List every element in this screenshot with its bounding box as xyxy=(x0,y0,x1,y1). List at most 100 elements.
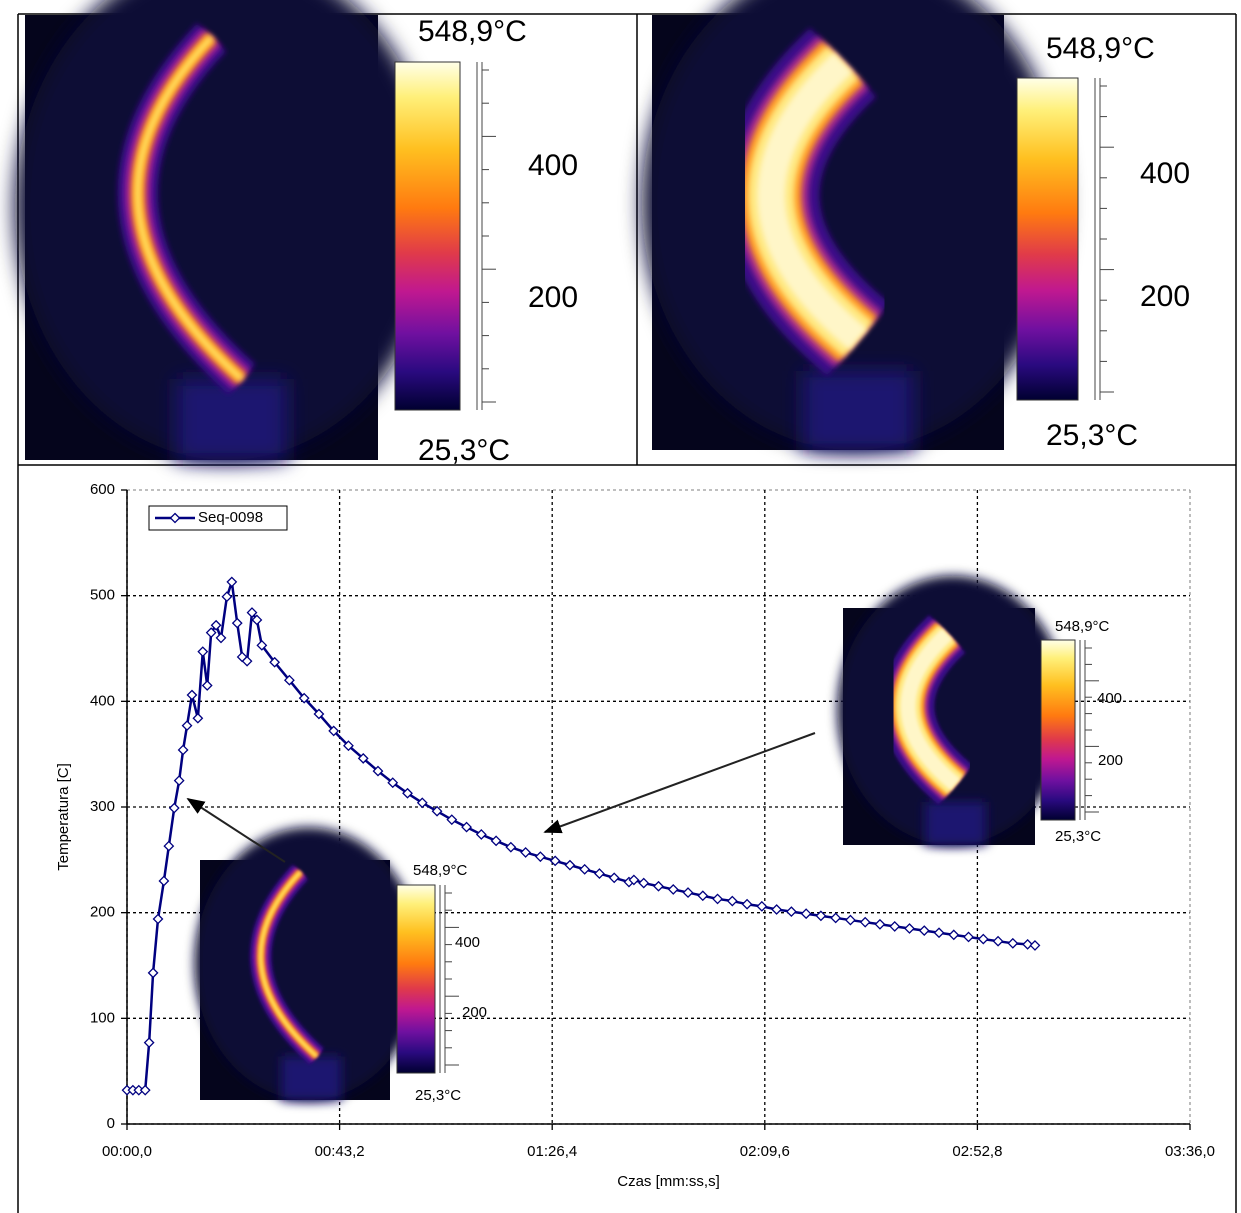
x-tick-label: 02:52,8 xyxy=(952,1143,1002,1160)
data-point xyxy=(181,720,193,732)
data-point xyxy=(210,619,222,631)
scale-label: 400 xyxy=(1140,157,1190,190)
y-tick-label: 200 xyxy=(90,904,115,921)
data-point xyxy=(579,863,591,875)
x-tick-label: 00:43,2 xyxy=(315,1143,365,1160)
y-tick-label: 0 xyxy=(107,1115,115,1132)
data-point xyxy=(1022,938,1034,950)
data-point xyxy=(251,614,263,626)
data-point xyxy=(241,655,253,667)
data-point xyxy=(667,884,679,895)
series-line xyxy=(127,580,1036,1092)
data-point xyxy=(628,874,640,886)
data-point xyxy=(963,931,974,943)
min-temperature-label: 25,3°C xyxy=(1055,828,1101,845)
x-tick-label: 01:26,4 xyxy=(527,1143,577,1160)
data-point xyxy=(1007,937,1019,949)
scale-label: 200 xyxy=(1140,280,1190,313)
max-temperature-label: 548,9°C xyxy=(418,15,527,48)
data-point xyxy=(147,967,159,979)
data-point xyxy=(490,835,502,847)
data-point xyxy=(173,775,185,787)
max-temperature-label: 548,9°C xyxy=(1046,32,1155,65)
data-point xyxy=(653,880,664,892)
y-tick-label: 600 xyxy=(90,481,115,498)
data-point xyxy=(785,906,797,918)
data-point xyxy=(186,689,198,701)
color-bar xyxy=(394,61,461,411)
data-point xyxy=(638,877,650,889)
arrows xyxy=(186,732,816,863)
thermal-image xyxy=(837,575,1068,845)
data-point xyxy=(431,805,443,817)
min-temperature-label: 25,3°C xyxy=(418,434,510,467)
data-point xyxy=(163,840,175,852)
color-bar xyxy=(1040,639,1076,821)
data-point xyxy=(158,875,170,887)
data-point xyxy=(215,632,227,644)
arrow xyxy=(543,732,816,834)
data-point xyxy=(387,777,399,789)
y-tick-label: 100 xyxy=(90,1009,115,1026)
color-bar xyxy=(1016,77,1079,401)
hot-zone xyxy=(134,34,245,382)
data-point xyxy=(226,576,238,588)
data-point xyxy=(402,787,413,799)
data-point xyxy=(682,887,694,899)
legend-marker xyxy=(169,512,181,524)
data-point xyxy=(889,920,901,932)
data-point xyxy=(948,929,960,941)
wheel-shadow xyxy=(194,827,423,1100)
data-point xyxy=(343,740,354,752)
inset-images: 548,9°C 400 200 25,3°C 548,9°C 400 200 25,3°C xyxy=(194,575,1123,1104)
x-tick-label: 00:00,0 xyxy=(102,1143,152,1160)
data-point xyxy=(446,814,458,826)
data-point xyxy=(168,802,180,814)
scale-label: 200 xyxy=(462,1004,487,1021)
data-point xyxy=(520,847,532,858)
data-point xyxy=(461,821,472,833)
data-point xyxy=(859,916,871,928)
data-point xyxy=(205,627,217,639)
data-point xyxy=(197,646,209,658)
data-point xyxy=(505,841,517,853)
data-point xyxy=(269,656,281,668)
data-point xyxy=(741,898,753,910)
scale-label: 200 xyxy=(528,281,578,314)
data-point xyxy=(201,680,213,691)
x-axis-title: Czas [mm:ss,s] xyxy=(617,1173,720,1190)
hot-zone xyxy=(258,870,318,1058)
data-point xyxy=(298,692,310,704)
data-point xyxy=(1029,940,1041,951)
max-temperature-label: 548,9°C xyxy=(413,862,468,879)
data-point xyxy=(372,765,384,777)
data-point xyxy=(726,895,738,907)
data-point xyxy=(845,914,856,926)
data-point xyxy=(549,855,561,867)
min-temperature-label: 25,3°C xyxy=(415,1087,461,1104)
scale-label: 200 xyxy=(1098,752,1123,769)
y-tick-label: 300 xyxy=(90,798,115,815)
data-point xyxy=(177,744,189,756)
legend-label: Seq-0098 xyxy=(198,509,263,526)
x-tick-label: 03:36,0 xyxy=(1165,1143,1215,1160)
data-point xyxy=(475,829,487,840)
data-point xyxy=(874,918,886,930)
data-point xyxy=(192,712,204,724)
data-point xyxy=(918,925,930,937)
legend: Seq-0098 xyxy=(148,505,288,531)
data-point xyxy=(830,912,842,924)
data-point xyxy=(992,935,1004,947)
data-point xyxy=(283,674,295,686)
data-point xyxy=(246,607,258,618)
wheel-shadow xyxy=(837,575,1068,845)
data-point xyxy=(256,639,268,651)
min-temperature-label: 25,3°C xyxy=(1046,419,1138,452)
thermal-image xyxy=(14,0,439,460)
data-point xyxy=(977,933,989,945)
data-point xyxy=(564,859,576,871)
data-point xyxy=(800,908,812,920)
color-bar xyxy=(396,884,436,1074)
data-point xyxy=(904,923,915,934)
